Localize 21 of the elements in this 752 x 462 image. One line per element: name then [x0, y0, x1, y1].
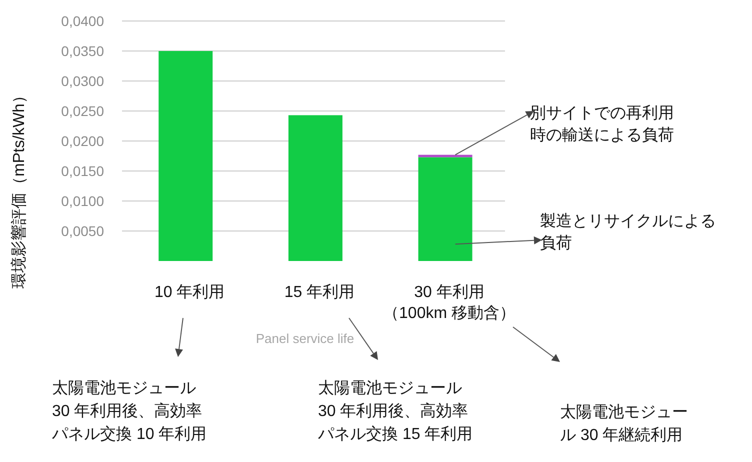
y-tick-label: 0,0100 — [61, 193, 104, 209]
text: 別サイトでの再利用時の輸送による負荷 — [530, 104, 674, 144]
y-tick-label: 0,0300 — [61, 73, 104, 89]
text: 製造とリサイクルによる負荷 — [540, 212, 716, 252]
y-tick-label: 0,0200 — [61, 133, 104, 149]
y-tick-label: 0,0050 — [61, 223, 104, 239]
text: 太陽電池モジュール30 年利用後、高効率パネル交換 15 年利用 — [317, 379, 473, 443]
y-tick-label: 0,0150 — [61, 163, 104, 179]
bar — [288, 115, 342, 261]
text: 太陽電池モジュール30 年利用後、高効率パネル交換 10 年利用 — [51, 379, 207, 443]
y-tick-label: 0,0400 — [61, 13, 104, 29]
x-axis-title: Panel service life — [256, 331, 354, 346]
x-tick-label: 15 年利用 — [284, 283, 355, 301]
x-tick-label: 30 年利用（100km 移動含） — [383, 283, 516, 322]
text: 太陽電池モジュール 30 年継続利用 — [560, 403, 688, 444]
bar — [158, 51, 213, 261]
y-tick-label: 0,0350 — [61, 43, 104, 59]
bar — [418, 157, 472, 261]
y-tick-label: 0,0250 — [61, 103, 104, 119]
y-axis-title: 環境影響評価（mPts/kWh） — [10, 88, 28, 288]
x-tick-label: 10 年利用 — [154, 283, 225, 301]
